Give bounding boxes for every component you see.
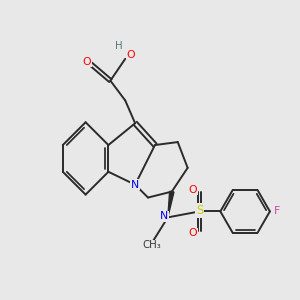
Text: S: S bbox=[196, 204, 203, 217]
Text: O: O bbox=[188, 228, 197, 238]
Text: O: O bbox=[188, 184, 197, 195]
Text: CH₃: CH₃ bbox=[142, 240, 161, 250]
Text: N: N bbox=[160, 212, 168, 221]
Text: F: F bbox=[274, 206, 280, 216]
Text: O: O bbox=[82, 57, 91, 67]
Text: N: N bbox=[131, 180, 139, 190]
Text: O: O bbox=[127, 50, 136, 60]
Polygon shape bbox=[168, 191, 174, 218]
Text: H: H bbox=[116, 41, 123, 51]
